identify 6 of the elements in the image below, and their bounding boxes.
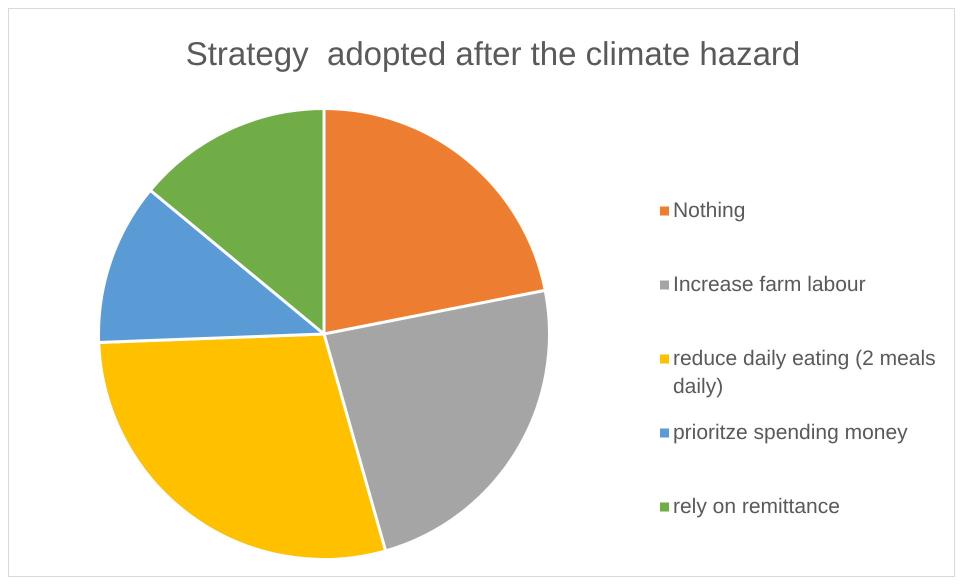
legend-label: Increase farm labour xyxy=(673,272,866,296)
legend-label: reduce daily eating (2 meals daily) xyxy=(673,346,936,398)
chart-title: Strategy adopted after the climate hazard xyxy=(186,35,800,72)
legend-label: Nothing xyxy=(673,198,746,222)
legend-label: prioritze spending money xyxy=(673,420,908,444)
legend-label: rely on remittance xyxy=(673,494,840,518)
